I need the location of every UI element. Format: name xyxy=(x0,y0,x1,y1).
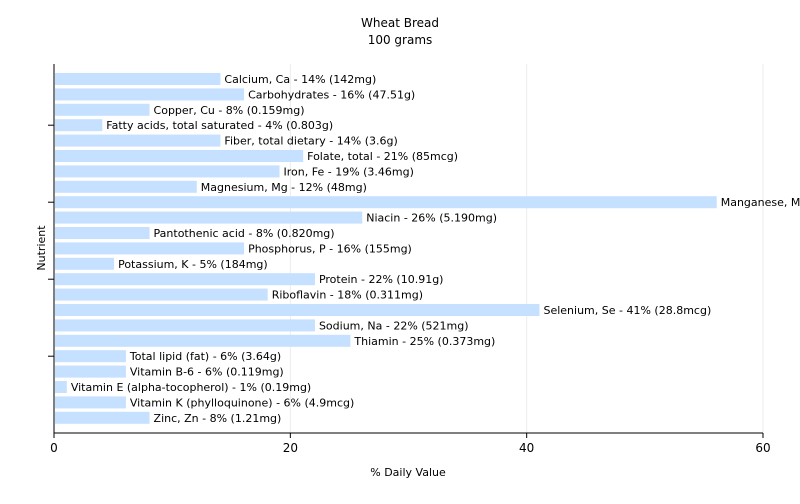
bar-label: Riboflavin - 18% (0.311mg) xyxy=(272,289,423,302)
bar xyxy=(55,304,540,316)
bar xyxy=(55,196,717,209)
bar-label: Thiamin - 25% (0.373mg) xyxy=(353,335,495,348)
bar xyxy=(55,73,221,85)
grid-lines xyxy=(289,64,764,433)
bar xyxy=(55,165,280,178)
bar xyxy=(55,242,245,255)
chart-subtitle: 100 grams xyxy=(368,33,433,47)
bar xyxy=(55,227,150,239)
bar xyxy=(55,119,103,132)
bars-group xyxy=(55,73,717,424)
bar-label: Zinc, Zn - 8% (1.21mg) xyxy=(154,412,282,425)
bar xyxy=(55,319,315,332)
bar-label: Selenium, Se - 41% (28.8mcg) xyxy=(543,304,711,317)
bar xyxy=(55,381,67,393)
bar xyxy=(55,396,126,409)
chart-title: Wheat Bread xyxy=(361,16,439,30)
bar-label: Carbohydrates - 16% (47.51g) xyxy=(248,88,415,101)
bar-label: Protein - 22% (10.91g) xyxy=(319,273,444,286)
bar-label: Total lipid (fat) - 6% (3.64g) xyxy=(129,350,281,363)
bar xyxy=(55,411,150,424)
bar-label: Folate, total - 21% (85mcg) xyxy=(307,150,458,163)
bar xyxy=(55,180,197,193)
bar xyxy=(55,334,351,347)
bar-label: Fatty acids, total saturated - 4% (0.803… xyxy=(106,119,333,132)
bar-label: Iron, Fe - 19% (3.46mg) xyxy=(284,165,414,178)
bar-label: Sodium, Na - 22% (521mg) xyxy=(319,319,469,332)
bar xyxy=(55,273,315,286)
bar-label: Potassium, K - 5% (184mg) xyxy=(118,258,268,271)
bar-labels-group: Calcium, Ca - 14% (142mg) Carbohydrates -… xyxy=(71,73,800,425)
bar xyxy=(55,88,245,101)
bar xyxy=(55,350,126,363)
bar-label: Vitamin E (alpha-tocopherol) - 1% (0.19m… xyxy=(71,381,311,394)
x-tick-label: 60 xyxy=(755,441,770,455)
bar-label: Magnesium, Mg - 12% (48mg) xyxy=(201,181,367,194)
bar-label: Phosphorus, P - 16% (155mg) xyxy=(248,242,412,255)
x-tick-label: 40 xyxy=(519,441,534,455)
bar-label: Fiber, total dietary - 14% (3.6g) xyxy=(224,135,397,148)
x-tick-label: 0 xyxy=(50,441,58,455)
bar xyxy=(55,365,126,378)
bar xyxy=(55,211,363,224)
axes xyxy=(48,64,764,438)
x-axis-label: % Daily Value xyxy=(370,466,446,479)
bar xyxy=(55,103,150,116)
bar xyxy=(55,257,115,270)
bar-label: Copper, Cu - 8% (0.159mg) xyxy=(154,104,305,117)
x-tick-labels: 0 20 40 60 xyxy=(50,441,770,455)
bar-label: Calcium, Ca - 14% (142mg) xyxy=(224,73,376,86)
bar-label: Pantothenic acid - 8% (0.820mg) xyxy=(154,227,335,240)
bar-label: Niacin - 26% (5.190mg) xyxy=(366,212,497,225)
bar-label: Vitamin K (phylloquinone) - 6% (4.9mcg) xyxy=(130,396,354,409)
bar-label: Manganese, Mn - 56% (1.123mg) xyxy=(721,196,800,209)
bar xyxy=(55,288,268,301)
bar xyxy=(55,150,304,162)
bar-label: Vitamin B-6 - 6% (0.119mg) xyxy=(130,366,284,379)
x-tick-label: 20 xyxy=(283,441,298,455)
y-axis-label: Nutrient xyxy=(35,225,48,271)
bar xyxy=(55,134,221,147)
